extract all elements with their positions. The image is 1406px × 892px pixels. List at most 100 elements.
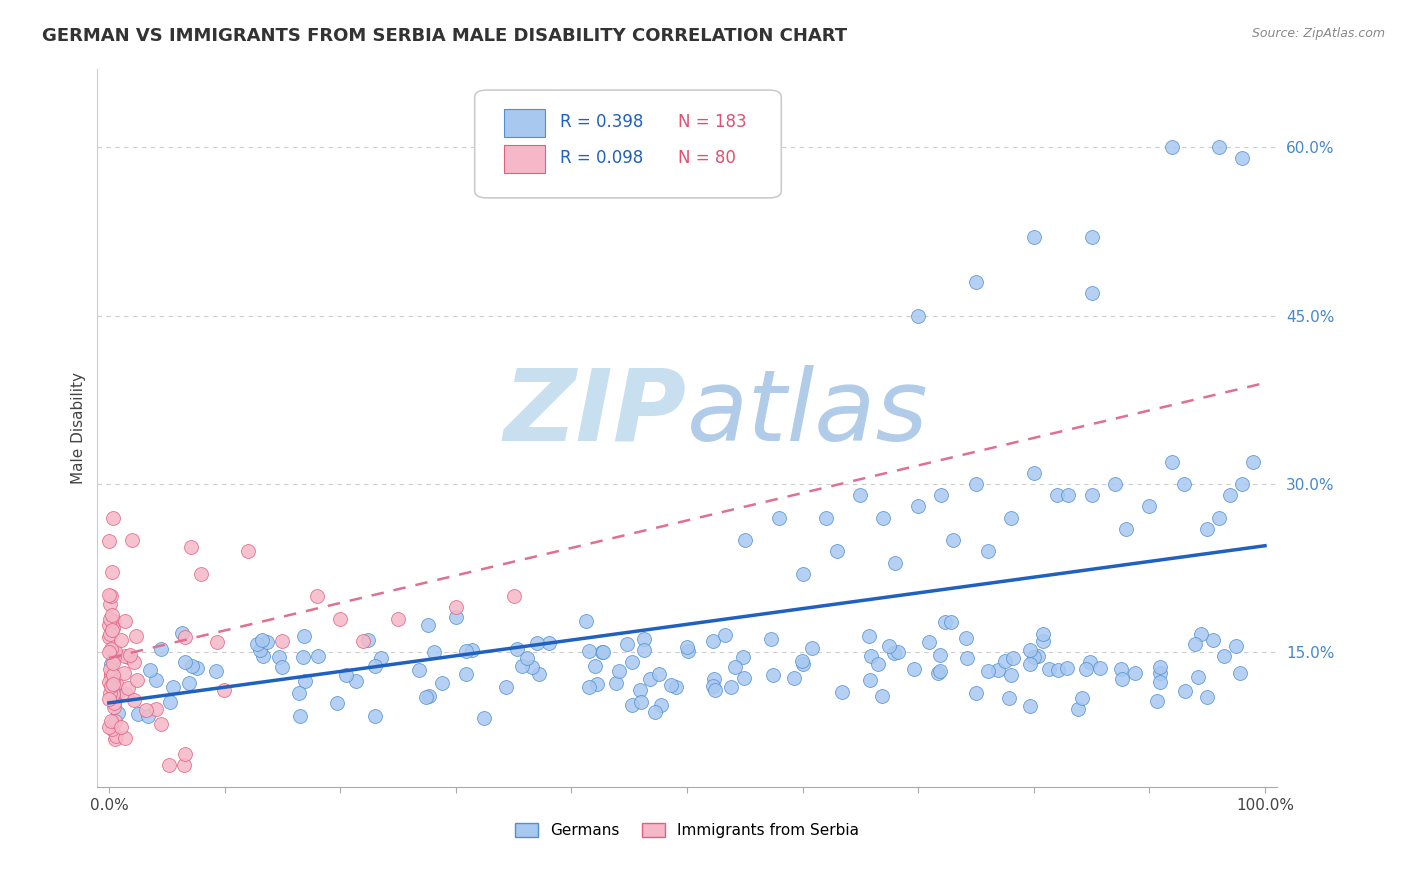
Point — [713, 628, 735, 642]
Point — [1066, 702, 1088, 716]
Point — [1111, 672, 1133, 686]
Point — [734, 533, 756, 548]
Point — [454, 644, 477, 658]
Point — [1076, 662, 1098, 676]
Point — [174, 630, 197, 644]
Point — [907, 500, 929, 514]
Y-axis label: Male Disability: Male Disability — [72, 372, 86, 483]
Point — [1197, 522, 1219, 536]
Point — [125, 673, 148, 687]
Point — [506, 641, 529, 656]
Point — [877, 639, 900, 653]
Point — [357, 632, 380, 647]
Point — [107, 706, 129, 720]
Point — [256, 634, 278, 648]
Point — [121, 533, 143, 548]
Point — [205, 635, 228, 649]
Point — [180, 540, 202, 554]
Point — [583, 659, 606, 673]
Point — [103, 687, 125, 701]
Point — [858, 629, 880, 643]
Point — [236, 544, 259, 558]
Point — [122, 692, 145, 706]
Point — [1080, 286, 1102, 301]
Point — [104, 675, 127, 690]
Point — [101, 510, 124, 524]
Point — [866, 657, 889, 671]
Point — [159, 695, 181, 709]
Point — [849, 488, 872, 502]
Point — [1056, 661, 1078, 675]
Point — [1046, 488, 1069, 502]
Point — [472, 711, 495, 725]
Point — [1197, 690, 1219, 704]
Point — [174, 655, 197, 669]
Point — [502, 589, 524, 603]
Point — [1219, 488, 1241, 502]
Point — [510, 659, 533, 673]
Point — [114, 731, 136, 745]
Point — [387, 612, 409, 626]
Point — [100, 680, 122, 694]
Point — [994, 654, 1017, 668]
Point — [181, 658, 204, 673]
Point — [204, 664, 226, 678]
Text: N = 80: N = 80 — [678, 149, 735, 167]
Point — [942, 533, 965, 548]
Point — [644, 706, 666, 720]
Point — [1230, 152, 1253, 166]
Point — [1080, 230, 1102, 244]
Point — [97, 630, 120, 644]
Point — [965, 477, 987, 491]
Point — [704, 682, 727, 697]
FancyBboxPatch shape — [475, 90, 782, 198]
Point — [100, 641, 122, 656]
Point — [344, 673, 367, 688]
Point — [939, 615, 962, 629]
Point — [461, 643, 484, 657]
Point — [872, 510, 894, 524]
Point — [1000, 510, 1022, 524]
Point — [444, 600, 467, 615]
Point — [149, 717, 172, 731]
Point — [136, 709, 159, 723]
Point — [1078, 655, 1101, 669]
Point — [288, 686, 311, 700]
Point — [416, 618, 439, 632]
Point — [520, 660, 543, 674]
Point — [98, 720, 121, 734]
Point — [1104, 477, 1126, 491]
Point — [929, 488, 952, 502]
Point — [814, 510, 837, 524]
Point — [335, 668, 357, 682]
Point — [1137, 500, 1160, 514]
Point — [98, 645, 121, 659]
Point — [592, 645, 614, 659]
Point — [720, 680, 742, 694]
Point — [1032, 633, 1054, 648]
Point — [114, 614, 136, 628]
Point — [1229, 666, 1251, 681]
Point — [1024, 650, 1046, 665]
Point — [100, 627, 122, 641]
Point — [100, 589, 122, 603]
Point — [638, 673, 661, 687]
Point — [630, 695, 652, 709]
Point — [955, 631, 977, 645]
Point — [139, 663, 162, 677]
Point — [1208, 140, 1230, 154]
Point — [292, 650, 315, 665]
Point — [103, 695, 125, 709]
Point — [918, 634, 941, 648]
Point — [117, 650, 139, 665]
Point — [859, 673, 882, 687]
FancyBboxPatch shape — [505, 145, 546, 173]
Point — [104, 646, 127, 660]
Point — [529, 667, 551, 681]
Point — [702, 679, 724, 693]
Point — [934, 615, 956, 629]
Point — [454, 666, 477, 681]
Point — [675, 640, 697, 654]
Point — [800, 641, 823, 656]
Point — [114, 648, 136, 663]
